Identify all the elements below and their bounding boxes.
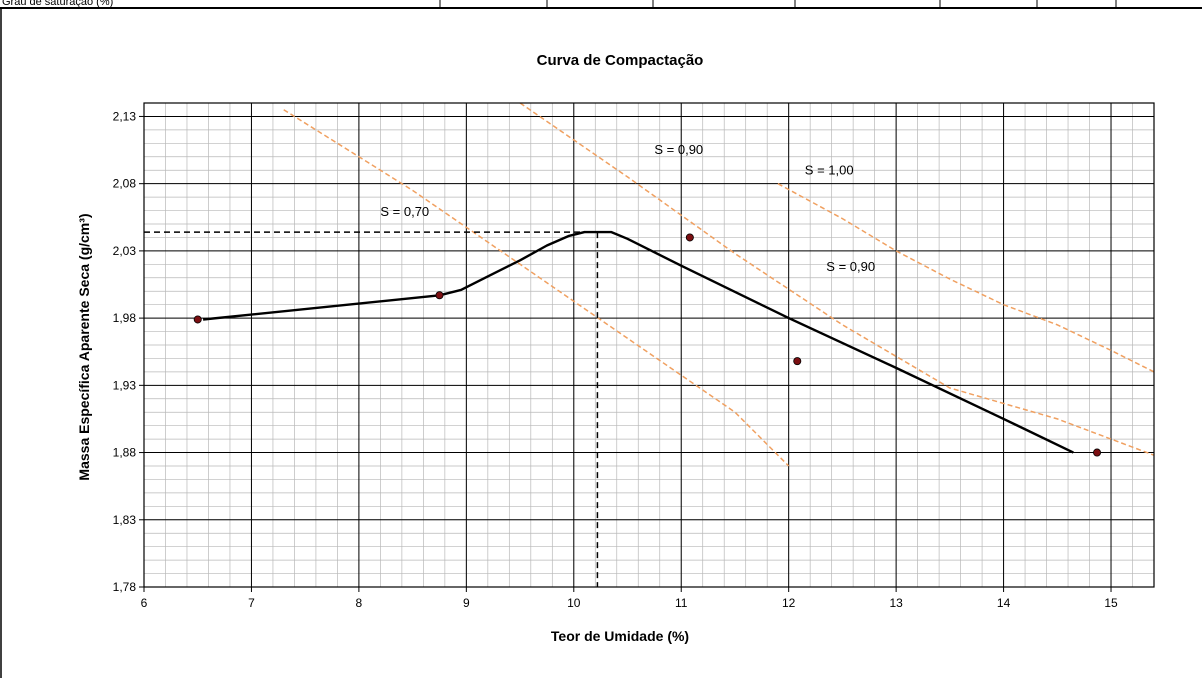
data-point xyxy=(435,291,444,300)
y-tick-label: 2,08 xyxy=(113,177,137,191)
y-tick-label: 1,88 xyxy=(113,446,137,460)
reference-lines xyxy=(144,231,599,587)
y-tick-label: 1,83 xyxy=(113,513,137,527)
x-tick-label: 10 xyxy=(567,596,581,610)
x-axis-label: Teor de Umidade (%) xyxy=(551,628,689,644)
data-point xyxy=(685,233,694,242)
tick-labels: 6 7 8 9 10 11 12 13 14 15 1,78 1,83 1,88 1,93 1,98 2,03… xyxy=(113,109,1118,610)
x-tick-label: 13 xyxy=(889,596,903,610)
y-axis-label: Massa Específica Aparente Seca (g/cm³) xyxy=(76,213,92,480)
header-row-label: Grau de saturação (%) xyxy=(2,0,113,8)
compaction-curve xyxy=(202,230,1074,454)
x-tick-label: 14 xyxy=(997,596,1011,610)
x-tick-label: 6 xyxy=(141,596,148,610)
x-tick-label: 8 xyxy=(356,596,363,610)
y-tick-label: 1,98 xyxy=(113,311,137,325)
x-tick-label: 15 xyxy=(1104,596,1118,610)
y-tick-label: 2,13 xyxy=(113,109,137,123)
grid xyxy=(139,102,1155,592)
saturation-curve-label: S = 0,70 xyxy=(380,204,429,219)
y-tick-label: 2,03 xyxy=(113,244,137,258)
saturation-curve xyxy=(777,183,1155,373)
curves xyxy=(202,102,1155,467)
y-tick-label: 1,93 xyxy=(113,378,137,392)
y-tick-label: 1,78 xyxy=(113,580,137,594)
saturation-curve-label: S = 0,90 xyxy=(654,142,703,157)
plot-area-border xyxy=(143,102,1155,588)
x-tick-label: 12 xyxy=(782,596,796,610)
saturation-curve xyxy=(519,102,1155,456)
chart-title: Curva de Compactação xyxy=(537,52,704,69)
saturation-curve-label: S = 1,00 xyxy=(805,162,854,177)
saturation-curve xyxy=(283,109,790,467)
data-point xyxy=(1093,448,1102,457)
header-row: Grau de saturação (%) xyxy=(0,0,1202,9)
annotations: S = 0,70 S = 0,90 S = 1,00 S = 0,90 xyxy=(380,142,875,274)
saturation-curve-label: S = 0,90 xyxy=(826,259,875,274)
x-tick-label: 7 xyxy=(248,596,255,610)
data-point xyxy=(793,357,802,366)
x-tick-label: 11 xyxy=(675,596,688,610)
data-point xyxy=(193,315,202,324)
x-tick-label: 9 xyxy=(463,596,470,610)
data-points xyxy=(193,233,1102,457)
